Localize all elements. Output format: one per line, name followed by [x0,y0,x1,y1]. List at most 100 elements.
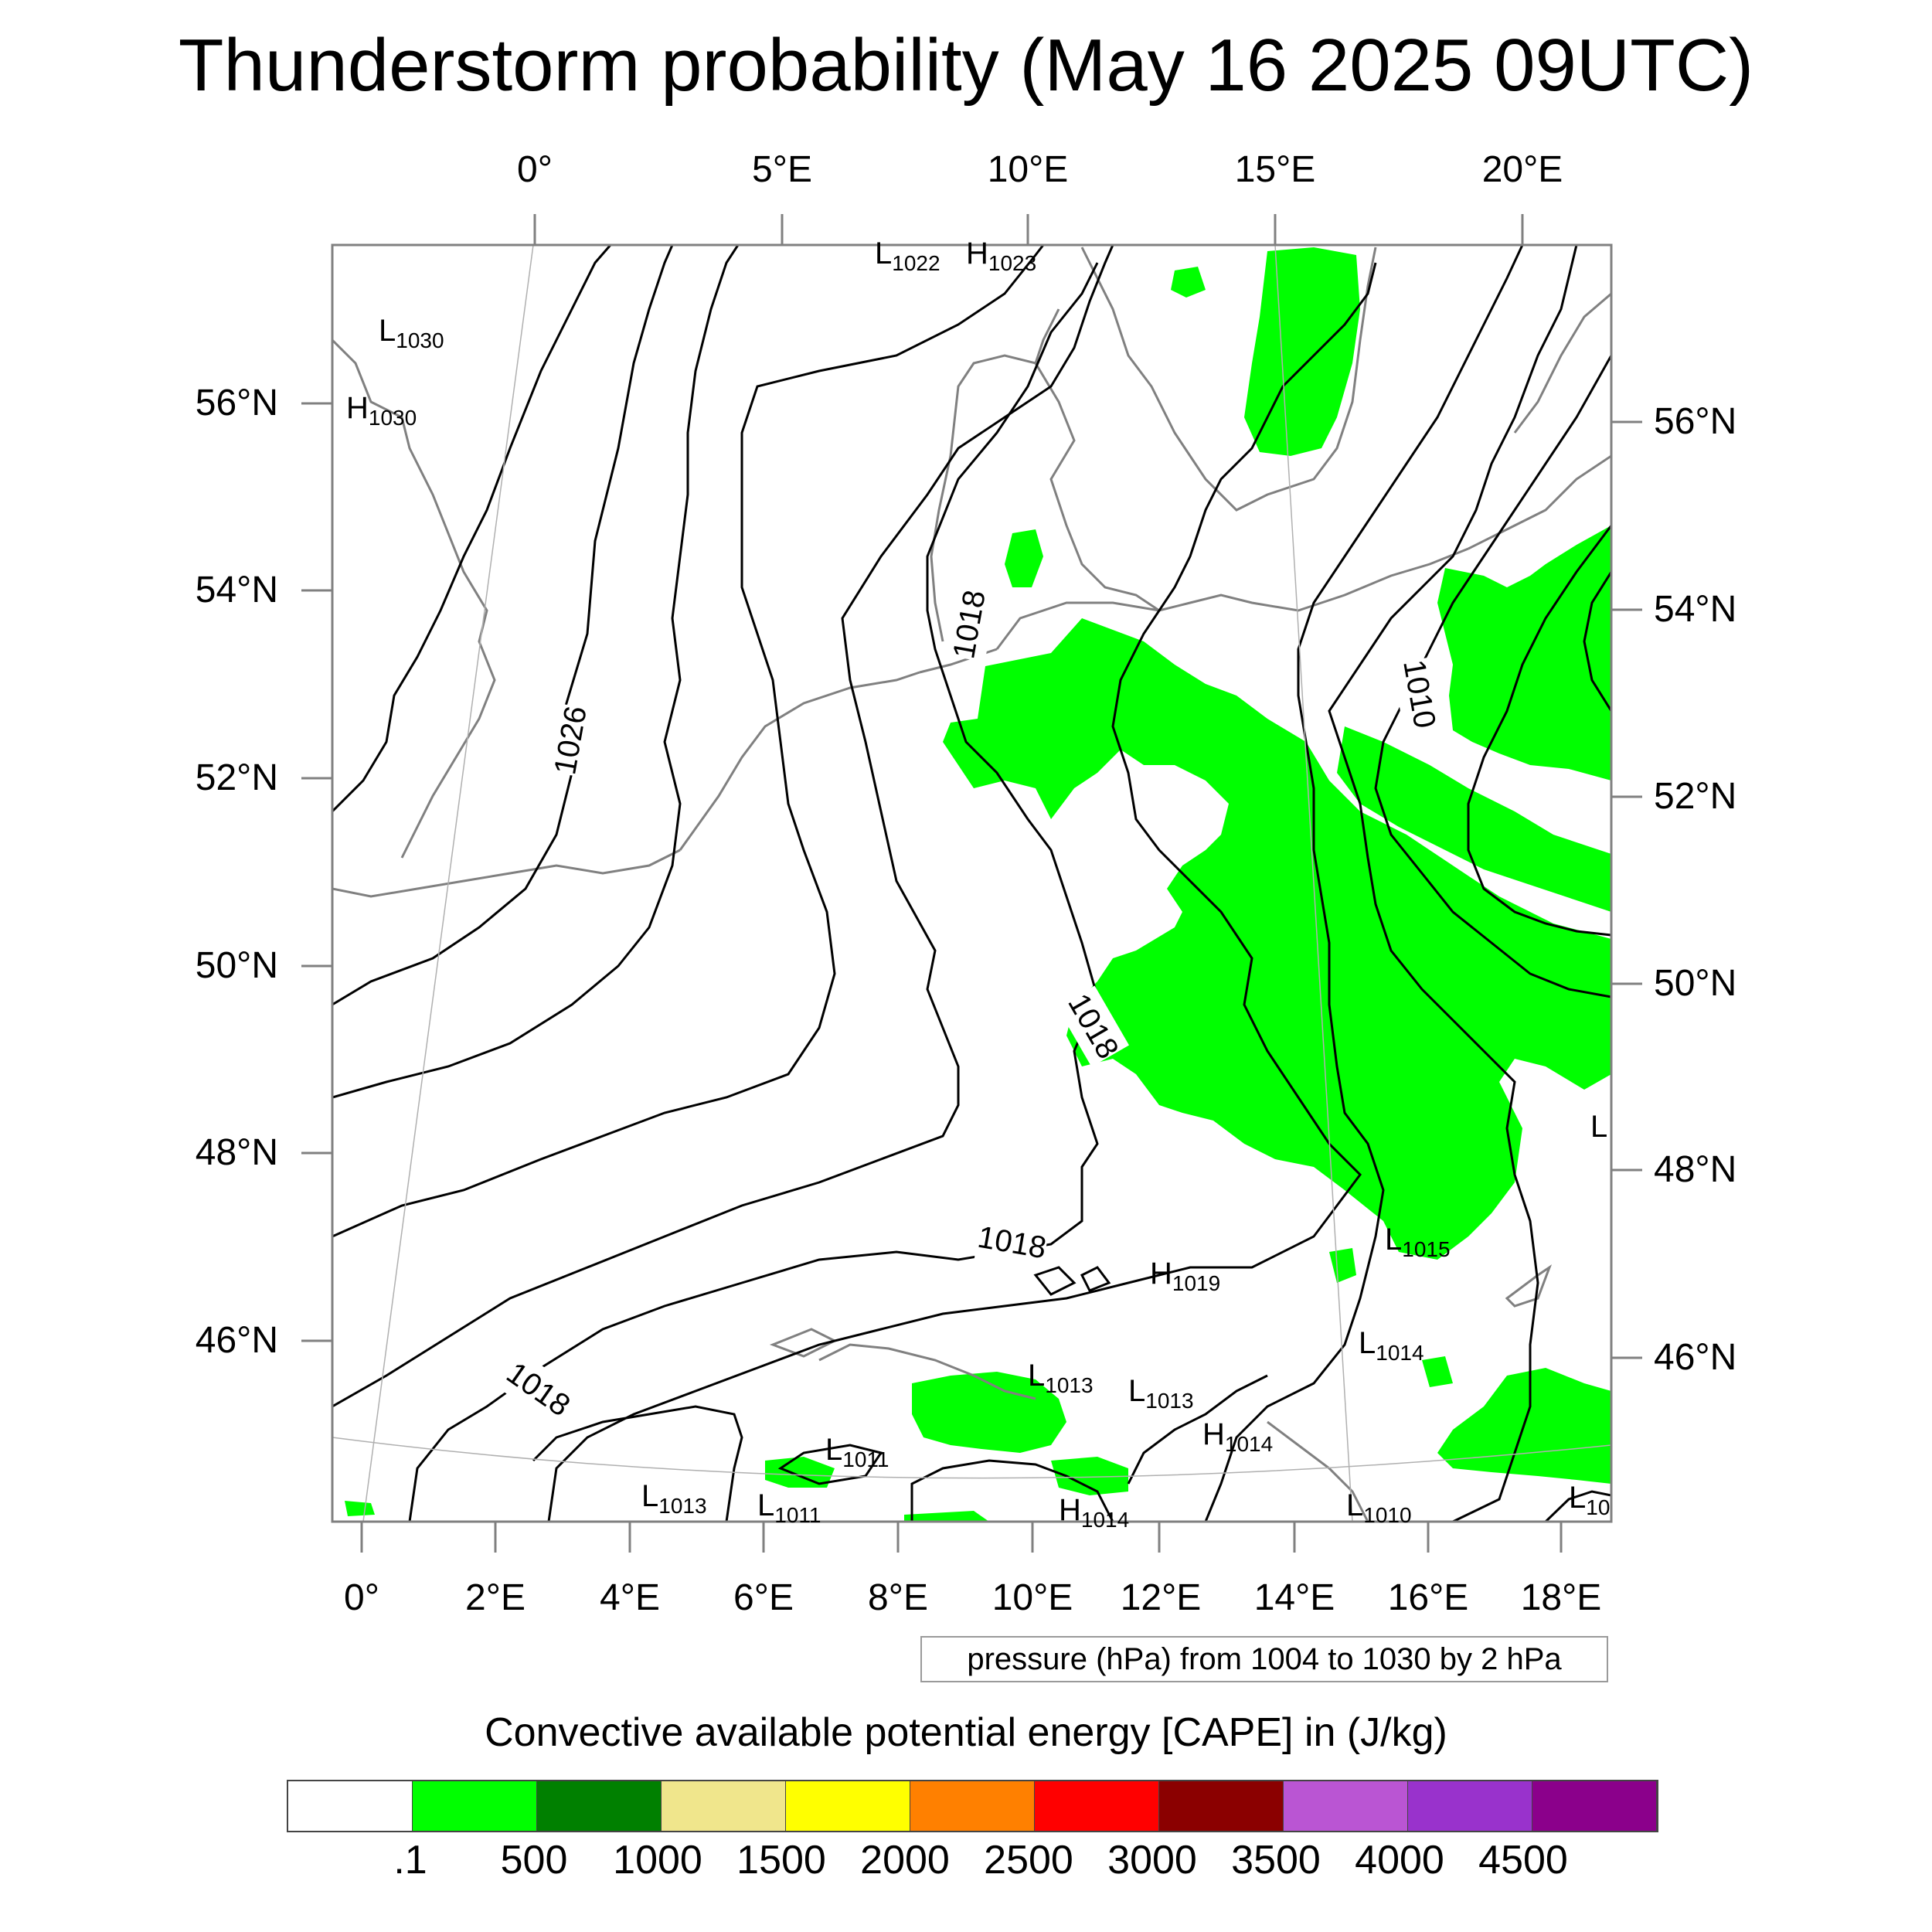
center-type: L [1128,1374,1146,1408]
right-lat-label: 54°N [1654,589,1737,630]
right-lat-label: 46°N [1654,1337,1737,1378]
center-value: 1011 [842,1447,889,1471]
center-type: L [875,236,893,270]
center-value: 1019 [1172,1271,1221,1295]
tick-marks [301,214,1642,1553]
center-type: L [1569,1481,1587,1515]
colorbar-tick-label: 1500 [736,1838,826,1883]
colorbar-swatch [1159,1781,1284,1831]
pressure-center-label: L1013 [641,1475,707,1528]
center-type: L [1028,1359,1046,1393]
center-type: L [757,1488,775,1522]
left-lat-label: 52°N [195,757,278,798]
colorbar-swatch [910,1781,1035,1831]
isobar-3 [332,245,740,1099]
bottom-lon-label: 14°E [1253,1577,1335,1618]
colorbar-swatch [662,1781,786,1831]
meridian-15e [1274,245,1353,1522]
cape-area-poland [1337,726,1611,912]
isobar-6 [408,262,1099,1522]
right-lat-label: 48°N [1654,1149,1737,1190]
center-type: L [825,1433,843,1467]
isobars [332,245,1611,1522]
pressure-center-label: L1013 [1028,1354,1094,1407]
coast-denmark-w [930,308,1060,642]
cape-area-alps [912,1372,1066,1453]
colorbar-swatch [413,1781,537,1831]
colorbar-swatch [537,1781,662,1831]
center-type: L [1346,1488,1364,1522]
isobar-s2 [910,1459,1114,1522]
isobar-1 [332,245,612,813]
pressure-center-label: L1011 [825,1428,889,1481]
isobar-4 [332,245,1045,1238]
colorbar-swatch [1284,1781,1408,1831]
coast-uk-east [332,338,496,859]
colorbar [287,1780,1658,1832]
pressure-center-label: H1030 [346,386,417,440]
isobar-11 [1467,525,1611,937]
isobar-s3 [777,1444,883,1485]
coast-sweden [1080,247,1377,512]
pressure-center-label: L1030 [379,309,444,362]
isobar-s1 [532,1405,743,1522]
pressure-center-label: L1011 [757,1484,821,1537]
right-lat-label: 50°N [1654,963,1737,1004]
coast-germany-baltic [995,547,1469,650]
cape-area-sweden [1244,247,1360,456]
center-type: L [1385,1223,1403,1257]
pressure-center-label: L1022 [875,232,940,285]
cape-area-east1 [1329,1248,1356,1283]
coast-italy-n [818,1343,1036,1400]
top-lon-label: 15°E [1234,149,1316,190]
pressure-center-label: L1015 [1385,1218,1451,1271]
colorbar-swatch [288,1781,413,1831]
center-value: 1030 [396,328,444,352]
colorbar-swatch [1408,1781,1532,1831]
map-frame [331,243,1613,1523]
left-lat-label: 54°N [195,570,278,611]
pressure-center-label: L [1590,1105,1607,1158]
colorbar-swatch [786,1781,910,1831]
bottom-lon-label: 12°E [1120,1577,1202,1618]
colorbar-tick-label: 1000 [613,1838,702,1883]
center-value: 1014 [1376,1341,1424,1365]
cape-area-south [1051,1457,1128,1495]
colorbar-swatch [1532,1781,1657,1831]
isobar-7 [547,262,1377,1522]
coast-france-north [679,671,920,851]
top-lon-label: 5°E [752,149,812,190]
pressure-center-label: H1019 [1150,1252,1220,1305]
coast-denmark-e [1034,362,1160,612]
center-value: 1013 [1145,1389,1194,1413]
center-value: 1022 [892,251,940,275]
center-value: 1010 [1363,1503,1412,1527]
left-lat-label: 50°N [195,945,278,986]
colorbar-tick-label: 4500 [1478,1838,1568,1883]
isobar-9 [1328,245,1578,1522]
left-lat-label: 46°N [195,1320,278,1361]
meridian-0 [362,245,534,1522]
bottom-lon-label: 16°E [1387,1577,1469,1618]
bottom-lon-label: 0° [344,1577,379,1618]
cape-area-central-europe [943,618,1611,1260]
cape-area-baltic [1437,526,1611,781]
left-lat-label: 56°N [195,383,278,423]
border-lake [1505,1264,1553,1308]
center-value: 1013 [1045,1373,1094,1397]
bottom-lon-label: 2°E [465,1577,526,1618]
bottom-lon-label: 4°E [600,1577,660,1618]
isobar-s7 [1544,1490,1611,1522]
isobar-5 [332,245,1114,1408]
parallel-45n [332,1437,1611,1479]
pressure-center-label: L1010 [1346,1484,1412,1537]
pressure-center-label: H1014 [1059,1488,1129,1542]
pressure-center-label: L10 [1569,1476,1610,1529]
isobar-s6 [1080,1266,1111,1292]
pressure-center-label: H1014 [1202,1413,1273,1466]
isobar-12 [1583,571,1611,712]
pressure-center-label: L1013 [1128,1369,1194,1423]
cape-area-italy [765,1457,835,1488]
colorbar-tick-label: 500 [500,1838,568,1883]
